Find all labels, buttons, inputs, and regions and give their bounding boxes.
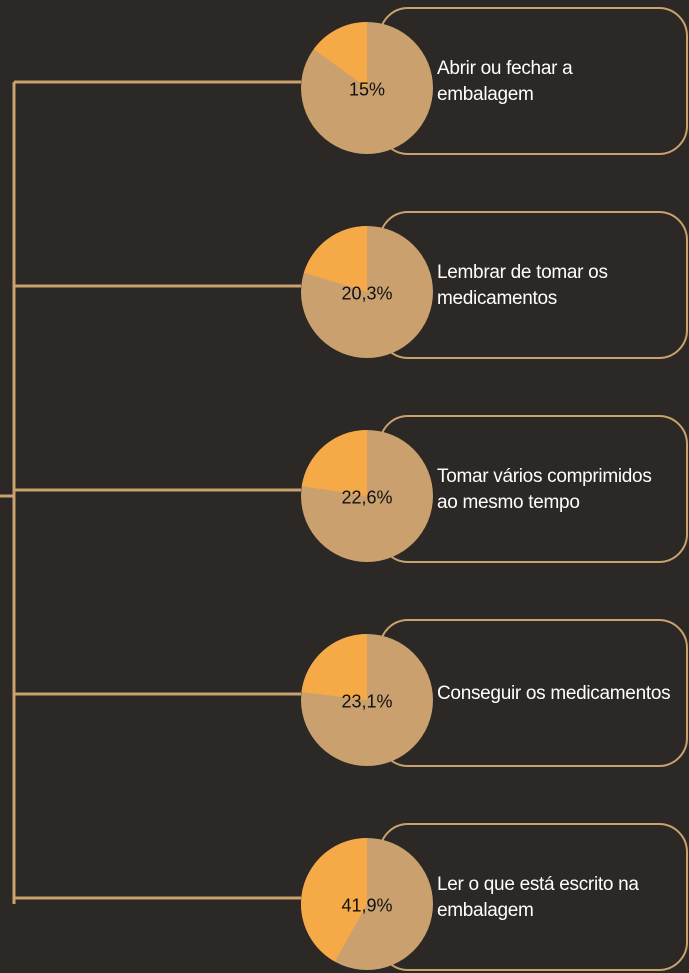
- category-label: Lembrar de tomar os medicamentos: [437, 262, 608, 309]
- value-label: 22,6%: [341, 487, 393, 508]
- pie-slice: [303, 226, 367, 292]
- category-label: Abrir ou fechar a embalagem: [437, 58, 573, 105]
- pie-slice: [301, 838, 367, 962]
- category-label: Tomar vários comprimidos ao mesmo tempo: [437, 466, 652, 513]
- value-label: 41,9%: [341, 895, 393, 916]
- category-label: Ler o que está escrito na embalagem: [437, 874, 639, 921]
- category-label: Conseguir os medicamentos: [437, 683, 671, 704]
- pie-slice: [313, 22, 367, 88]
- value-label: 15%: [348, 79, 386, 100]
- value-label: 20,3%: [341, 283, 393, 304]
- value-label: 23,1%: [341, 691, 393, 712]
- pie-slice: [301, 430, 367, 496]
- pie-slice: [301, 634, 367, 700]
